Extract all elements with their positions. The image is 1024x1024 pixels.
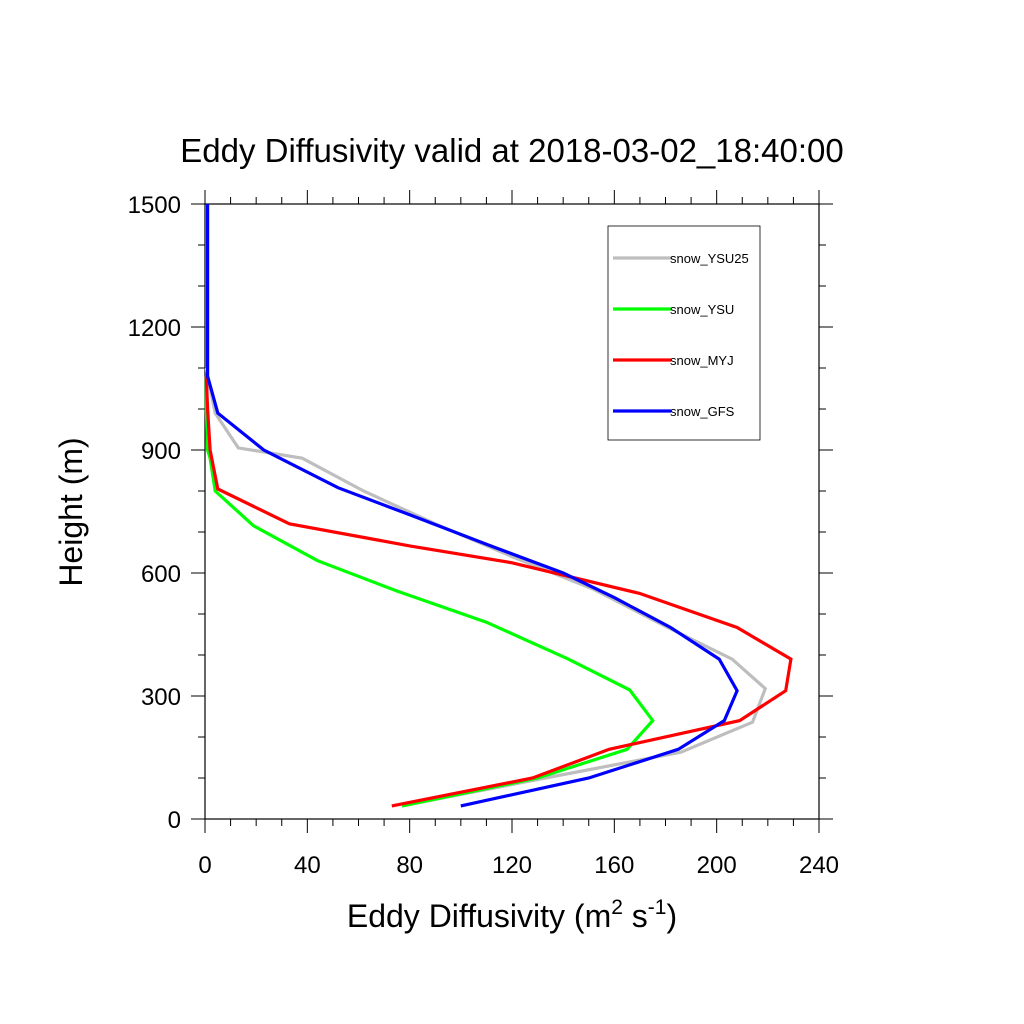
x-tick-label: 120: [492, 852, 532, 879]
legend-label: snow_MYJ: [670, 353, 734, 368]
y-tick-label: 300: [141, 684, 181, 711]
x-tick-label: 40: [294, 852, 321, 879]
y-tick-label: 1200: [128, 315, 181, 342]
series-line-snow-myj: [204, 376, 793, 808]
series-line-snow-ysu: [204, 376, 655, 808]
axis-ticks: [191, 190, 833, 833]
legend-box: [607, 225, 761, 441]
y-tick-label: 600: [141, 561, 181, 588]
x-tick-label: 0: [198, 852, 211, 879]
chart-title: Eddy Diffusivity valid at 2018-03-02_18:…: [180, 132, 843, 169]
series-line-snow-gfs: [206, 204, 739, 808]
legend: snow_YSU25 snow_YSU snow_MYJ snow_GFS: [607, 225, 761, 441]
x-tick-label: 80: [396, 852, 423, 879]
y-tick-label: 900: [141, 438, 181, 465]
y-tick-label: 1500: [128, 192, 181, 219]
legend-label: snow_YSU25: [670, 251, 749, 266]
x-tick-label: 200: [697, 852, 737, 879]
x-axis-label: Eddy Diffusivity (m2 s-1): [347, 896, 677, 934]
x-tick-label: 160: [594, 852, 634, 879]
series-lines: [204, 204, 793, 808]
legend-label: snow_GFS: [670, 404, 735, 419]
y-axis-label: Height (m): [53, 437, 89, 586]
x-tick-label: 240: [799, 852, 839, 879]
y-tick-label: 0: [168, 807, 181, 834]
tick-labels: 0 40 80 120 160 200 240 0 300 600 900 1200 1500: [128, 192, 839, 879]
legend-label: snow_YSU: [670, 302, 734, 317]
